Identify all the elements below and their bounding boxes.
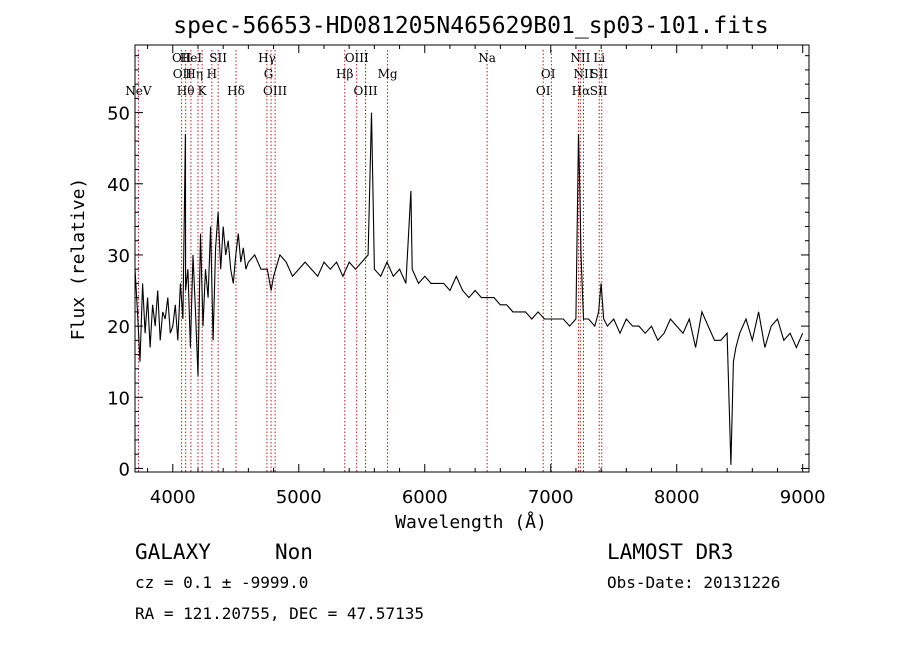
emission-label-21: Li — [593, 51, 605, 65]
x-axis-ticks: 4000 5000 6000 7000 8000 9000 — [147, 45, 826, 508]
plot-frame — [134, 44, 810, 473]
x-tick-label-4: 8000 — [654, 487, 700, 508]
object-class: GALAXY — [135, 540, 211, 564]
chart-title: spec-56653-HD081205N465629B01_sp03-101.f… — [173, 13, 768, 39]
emission-label-22: NII — [574, 67, 594, 81]
redshift-readout: cz = 0.1 ± -9999.0 — [135, 573, 308, 592]
emission-label-18: OI — [541, 67, 556, 81]
emission-marker-lines — [137, 50, 603, 472]
x-tick-label-1: 5000 — [276, 487, 322, 508]
coordinates-readout: RA = 121.20755, DEC = 47.57135 — [135, 604, 424, 623]
emission-label-0: NeV — [125, 84, 152, 98]
emission-label-5: Hη — [185, 67, 203, 81]
emission-label-25: SII — [590, 84, 608, 98]
y-tick-label-1: 10 — [107, 388, 130, 409]
y-tick-label-3: 30 — [107, 246, 130, 267]
emission-label-19: OI — [536, 84, 551, 98]
emission-label-2: OII — [173, 67, 193, 81]
emission-label-6: K — [198, 84, 208, 98]
x-axis-label: Wavelength (Å) — [395, 511, 547, 533]
emission-label-14: Hβ — [336, 67, 353, 81]
y-tick-label-5: 50 — [107, 104, 130, 125]
y-axis-ticks: 0 10 20 30 40 50 — [107, 55, 809, 480]
emission-label-1: OII — [172, 51, 192, 65]
survey-name: LAMOST DR3 — [607, 540, 733, 564]
object-subclass: Non — [275, 540, 313, 564]
emission-label-24: Hα — [572, 84, 591, 98]
emission-label-15: OIII — [354, 84, 378, 98]
emission-label-9: Hδ — [227, 84, 245, 98]
y-tick-label-2: 20 — [107, 317, 130, 338]
x-tick-label-3: 7000 — [528, 487, 574, 508]
x-tick-label-0: 4000 — [150, 487, 196, 508]
obs-date: Obs-Date: 20131226 — [607, 573, 780, 592]
emission-label-23: SII — [590, 67, 608, 81]
emission-label-11: G — [264, 67, 274, 81]
emission-label-8: H — [207, 67, 217, 81]
emission-label-16: Mg — [378, 67, 398, 81]
emission-label-10: Hγ — [258, 51, 276, 65]
y-tick-label-0: 0 — [119, 459, 130, 480]
emission-label-17: Na — [478, 51, 496, 65]
x-tick-label-2: 6000 — [402, 487, 448, 508]
emission-label-20: NII — [570, 51, 590, 65]
emission-label-7: SII — [209, 51, 227, 65]
emission-label-12: OIII — [263, 84, 287, 98]
emission-label-3: Hθ — [177, 84, 195, 98]
y-axis-label: Flux (relative) — [68, 178, 89, 341]
x-tick-label-5: 9000 — [780, 487, 826, 508]
emission-line-labels: NeVOIIOIIHθHeIHηKSIIHHδHγGOIIIOIIIHβOIII… — [125, 51, 608, 98]
y-tick-label-4: 40 — [107, 175, 130, 196]
emission-label-13: OIII — [345, 51, 369, 65]
emission-label-4: HeI — [180, 51, 203, 65]
spectrum-line — [134, 112, 804, 465]
